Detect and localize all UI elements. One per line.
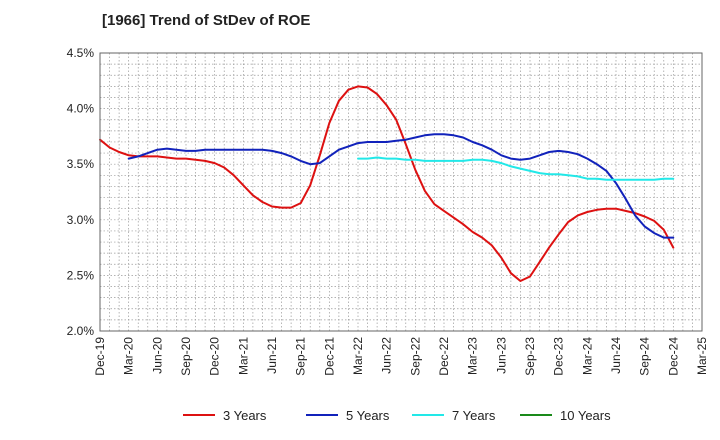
- x-tick-label: Sep-22: [408, 337, 422, 376]
- legend-label: 5 Years: [346, 408, 390, 423]
- y-tick-label: 2.5%: [67, 268, 95, 282]
- x-tick-label: Dec-24: [666, 337, 680, 376]
- y-tick-label: 3.0%: [67, 213, 95, 227]
- x-tick-label: Sep-23: [523, 337, 537, 376]
- y-tick-label: 3.5%: [67, 157, 95, 171]
- x-tick-label: Jun-24: [609, 337, 623, 374]
- x-tick-label: Jun-23: [494, 337, 508, 374]
- x-tick-label: Sep-21: [294, 337, 308, 376]
- x-tick-label: Sep-24: [638, 337, 652, 376]
- x-tick-label: Jun-20: [150, 337, 164, 374]
- y-tick-label: 4.5%: [67, 46, 95, 60]
- series-line-5-years: [127, 133, 675, 239]
- x-tick-label: Dec-22: [437, 337, 451, 376]
- series-line-7-years: [357, 156, 675, 181]
- y-tick-label: 2.0%: [67, 324, 95, 338]
- y-axis: 2.0% 2.5% 3.0% 3.5% 4.0% 4.5%: [67, 46, 95, 338]
- x-tick-label: Jun-22: [380, 337, 394, 374]
- x-tick-label: Dec-20: [208, 337, 222, 376]
- legend: 3 Years 5 Years 7 Years 10 Years: [183, 408, 611, 423]
- chart-title: [1966] Trend of StDev of ROE: [102, 12, 311, 29]
- x-tick-label: Dec-21: [322, 337, 336, 376]
- y-tick-label: 4.0%: [67, 102, 95, 116]
- legend-label: 7 Years: [452, 408, 496, 423]
- x-tick-label: Dec-19: [93, 337, 107, 376]
- series-layer: [99, 85, 675, 282]
- x-tick-label: Mar-22: [351, 337, 365, 375]
- x-tick-label: Mar-25: [695, 337, 709, 375]
- x-tick-label: Jun-21: [265, 337, 279, 374]
- legend-label: 3 Years: [223, 408, 267, 423]
- plot-frame: [99, 52, 703, 332]
- x-tick-label: Mar-24: [580, 337, 594, 375]
- x-axis: Dec-19 Mar-20 Jun-20 Sep-20 Dec-20 Mar-21 Jun-…: [93, 337, 709, 376]
- legend-label: 10 Years: [560, 408, 611, 423]
- series-line-3-years: [99, 85, 675, 282]
- x-tick-label: Dec-23: [552, 337, 566, 376]
- x-tick-label: Mar-21: [236, 337, 250, 375]
- plot-area: [100, 53, 702, 331]
- x-tick-label: Mar-23: [466, 337, 480, 375]
- x-tick-label: Mar-20: [122, 337, 136, 375]
- grid-layer: [100, 53, 702, 331]
- x-tick-label: Sep-20: [179, 337, 193, 376]
